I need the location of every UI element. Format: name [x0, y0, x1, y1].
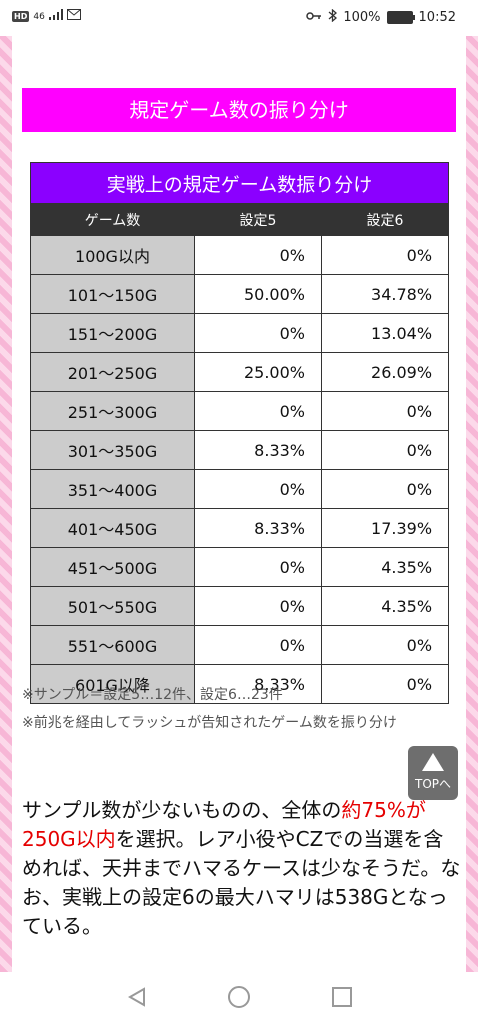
summary-paragraph: サンプル数が少ないものの、全体の約75%が250G以内を選択。レア小役やCZでの… — [22, 796, 462, 941]
setting5-cell: 0% — [194, 547, 322, 587]
battery-percent: 100% — [343, 10, 381, 25]
recent-apps-icon[interactable] — [332, 987, 352, 1007]
games-cell: 351～400G — [30, 469, 195, 509]
setting5-cell: 0% — [194, 469, 322, 509]
table-row: 151～200G 0% 13.04% — [30, 313, 450, 353]
setting6-cell: 0% — [320, 235, 450, 275]
games-cell: 201～250G — [30, 352, 195, 392]
column-header: 設定6 — [320, 203, 450, 236]
hd-badge: HD — [12, 11, 30, 22]
up-arrow-icon — [422, 753, 444, 771]
sample-note: ※サンプル＝設定5…12件、設定6…23件 — [22, 687, 283, 703]
games-cell: 551～600G — [30, 625, 195, 665]
games-cell: 101～150G — [30, 274, 195, 314]
column-header: ゲーム数 — [30, 203, 195, 236]
setting5-cell: 0% — [194, 586, 322, 626]
games-cell: 601G以降 — [30, 664, 195, 704]
distribution-table: 実戦上の規定ゲーム数振り分け ゲーム数 設定5 設定6 100G以内 0% 0% 1… — [29, 162, 450, 704]
table-row: 601G以降 8.33% 0% — [30, 664, 450, 704]
setting6-cell: 17.39% — [320, 508, 450, 548]
right-border-pattern — [466, 36, 478, 972]
setting5-cell: 0% — [194, 625, 322, 665]
mail-icon — [66, 9, 81, 24]
back-to-top-button[interactable]: TOPへ — [408, 746, 458, 800]
setting6-cell: 0% — [320, 430, 450, 470]
table-row: 100G以内 0% 0% — [30, 235, 450, 275]
table-row: 451～500G 0% 4.35% — [30, 547, 450, 587]
table-row: 551～600G 0% 0% — [30, 625, 450, 665]
setting6-cell: 4.35% — [320, 547, 450, 587]
setting5-cell: 8.33% — [194, 664, 322, 704]
table-caption: 実戦上の規定ゲーム数振り分け — [29, 162, 450, 204]
section-title: 規定ゲーム数の振り分け — [22, 88, 456, 132]
summary-text-2: を選択。レア小役やCZでの当選を含めれば、天井までハマるケースは少なそうだ。なお… — [22, 827, 461, 938]
table-row: 251～300G 0% 0% — [30, 391, 450, 431]
summary-highlight: 約75%が250G以内 — [22, 798, 426, 851]
setting5-cell: 0% — [194, 391, 322, 431]
table-row: 301～350G 8.33% 0% — [30, 430, 450, 470]
setting6-cell: 0% — [320, 664, 450, 704]
method-note: ※前兆を経由してラッシュが告知されたゲーム数を振り分け — [22, 715, 397, 731]
signal-icon — [48, 9, 63, 24]
battery-icon — [386, 11, 415, 24]
setting6-cell: 13.04% — [320, 313, 450, 353]
status-bar: HD 46 100% 10:52 — [0, 0, 478, 36]
system-nav-bar — [0, 972, 478, 1024]
clock: 10:52 — [418, 10, 456, 25]
article-content: 規定ゲーム数の振り分け 実戦上の規定ゲーム数振り分け ゲーム数 設定5 設定6 … — [12, 36, 466, 972]
column-header: 設定5 — [194, 203, 322, 236]
table-row: 501～550G 0% 4.35% — [30, 586, 450, 626]
signal-label: 46 — [33, 11, 45, 22]
games-cell: 251～300G — [30, 391, 195, 431]
table-header-row: ゲーム数 設定5 設定6 — [30, 203, 450, 236]
games-cell: 100G以内 — [30, 235, 195, 275]
games-cell: 501～550G — [30, 586, 195, 626]
table-row: 101～150G 50.00% 34.78% — [30, 274, 450, 314]
games-cell: 451～500G — [30, 547, 195, 587]
back-icon[interactable] — [127, 987, 146, 1011]
games-cell: 301～350G — [30, 430, 195, 470]
setting5-cell: 8.33% — [194, 508, 322, 548]
setting5-cell: 0% — [194, 235, 322, 275]
table-row: 201～250G 25.00% 26.09% — [30, 352, 450, 392]
setting6-cell: 4.35% — [320, 586, 450, 626]
setting6-cell: 0% — [320, 469, 450, 509]
setting6-cell: 0% — [320, 625, 450, 665]
games-cell: 151～200G — [30, 313, 195, 353]
table-row: 351～400G 0% 0% — [30, 469, 450, 509]
setting5-cell: 50.00% — [194, 274, 322, 314]
key-icon — [306, 10, 322, 25]
home-icon[interactable] — [228, 986, 250, 1008]
table-row: 401～450G 8.33% 17.39% — [30, 508, 450, 548]
left-border-pattern — [0, 36, 12, 972]
setting5-cell: 25.00% — [194, 352, 322, 392]
setting6-cell: 0% — [320, 391, 450, 431]
summary-text-1: サンプル数が少ないものの、全体の — [22, 798, 342, 822]
setting5-cell: 8.33% — [194, 430, 322, 470]
setting6-cell: 34.78% — [320, 274, 450, 314]
bluetooth-icon — [328, 8, 338, 26]
games-cell: 401～450G — [30, 508, 195, 548]
back-to-top-label: TOPへ — [414, 777, 451, 791]
setting6-cell: 26.09% — [320, 352, 450, 392]
setting5-cell: 0% — [194, 313, 322, 353]
